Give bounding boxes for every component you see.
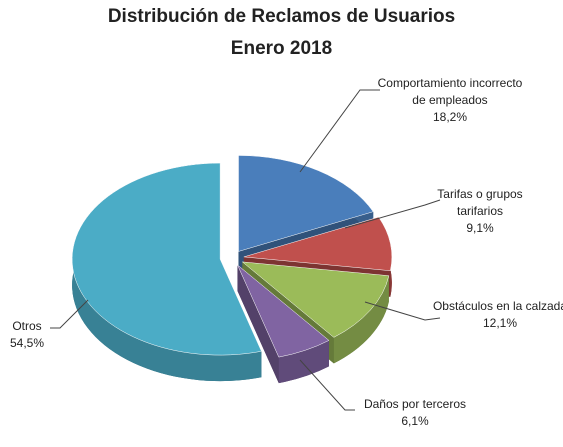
value-label: 6,1% bbox=[401, 414, 429, 428]
category-label: Daños por terceros bbox=[363, 397, 467, 411]
value-label: 9,1% bbox=[466, 221, 494, 235]
slice bbox=[71, 162, 262, 356]
slice bbox=[238, 155, 374, 252]
slice-label: Daños por terceros 6,1% bbox=[340, 396, 490, 430]
slice bbox=[237, 264, 330, 358]
category-label: Comportamiento incorrecto de empleados bbox=[377, 76, 523, 107]
slice-label: Comportamiento incorrecto de empleados 18… bbox=[370, 75, 530, 126]
slice-label: Otros 54,5% bbox=[2, 318, 52, 352]
slice-side bbox=[333, 275, 389, 364]
category-label: Otros bbox=[12, 319, 42, 333]
value-label: 54,5% bbox=[9, 336, 45, 350]
slice-label: Tarifas o grupos tarifarios 9,1% bbox=[425, 186, 535, 237]
leader-line bbox=[299, 359, 355, 411]
value-label: 12,1% bbox=[482, 316, 518, 330]
leader-line bbox=[344, 199, 441, 229]
category-label: Tarifas o grupos tarifarios bbox=[437, 187, 523, 218]
slice bbox=[241, 261, 390, 338]
chart-subtitle: Enero 2018 bbox=[230, 38, 333, 59]
category-label: Obstáculos en la calzada bbox=[432, 299, 563, 313]
slice-side bbox=[278, 340, 329, 384]
chart-title: Distribución de Reclamos de Usuarios bbox=[107, 6, 456, 27]
leader-line bbox=[364, 301, 441, 321]
value-label: 18,2% bbox=[432, 110, 468, 124]
slice-wall bbox=[237, 264, 279, 384]
leader-line bbox=[50, 299, 89, 329]
leader-line bbox=[299, 89, 380, 173]
slice-side bbox=[72, 163, 262, 382]
slice-label: Obstáculos en la calzada 12,1% bbox=[430, 298, 563, 332]
